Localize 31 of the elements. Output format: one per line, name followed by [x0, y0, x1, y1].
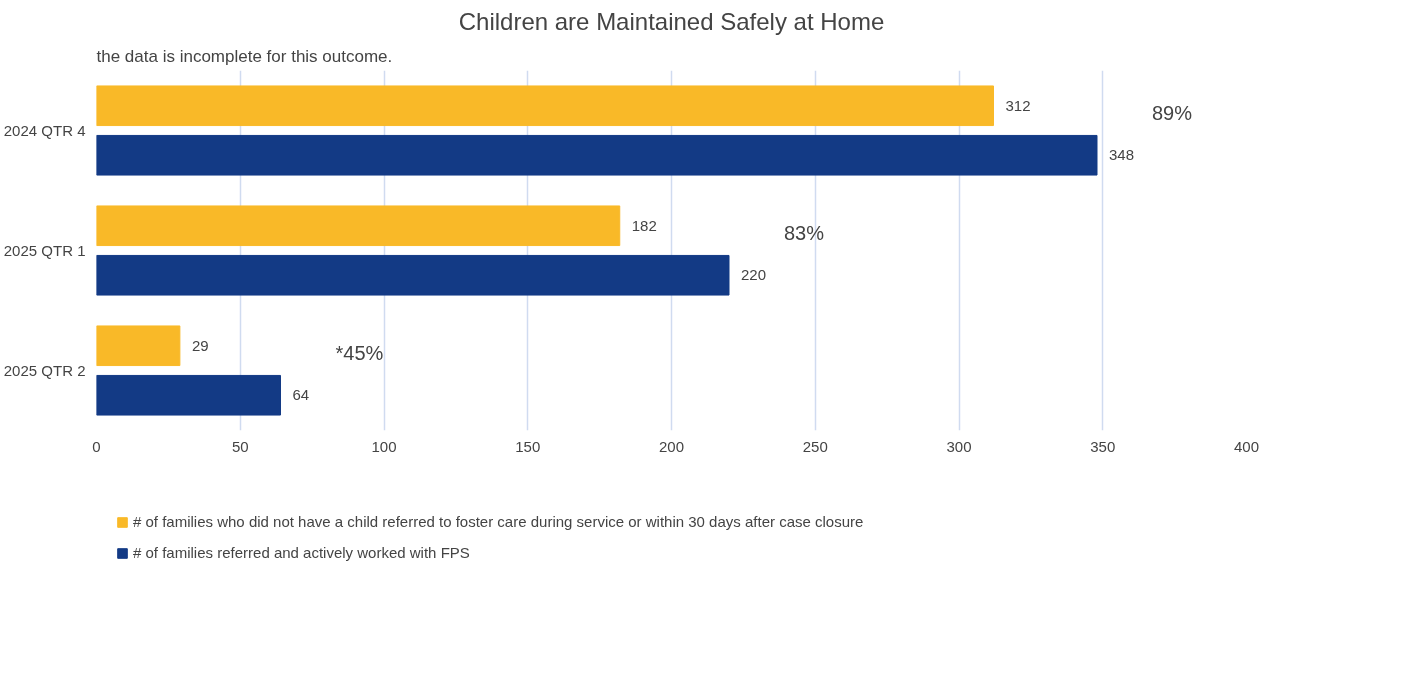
annotation: 89% — [1152, 101, 1193, 124]
bar — [96, 85, 994, 127]
data-label: 182 — [631, 216, 657, 234]
bar — [96, 374, 281, 416]
y-tick-label: 2024 QTR 4 — [3, 122, 86, 139]
bar — [96, 325, 181, 367]
x-tick-label: 150 — [515, 437, 541, 455]
annotation: 83% — [784, 221, 825, 244]
bar — [96, 205, 621, 247]
x-tick-label: 300 — [946, 437, 972, 455]
y-tick-label: 2025 QTR 1 — [3, 242, 86, 259]
data-label: 348 — [1109, 146, 1135, 164]
x-tick-label: 50 — [231, 437, 249, 455]
bar — [96, 134, 1098, 176]
text: the data is incomplete for this outcome. — [96, 46, 393, 66]
data-label: 312 — [1005, 96, 1031, 114]
bar — [96, 254, 730, 296]
data-label: 29 — [191, 336, 209, 354]
x-tick-label: 350 — [1090, 437, 1116, 455]
y-tick-label: 2025 QTR 2 — [3, 362, 86, 379]
x-tick-label: 0 — [92, 437, 101, 455]
data-label: 64 — [292, 386, 310, 404]
x-tick-label: 100 — [371, 437, 397, 455]
chart-title: Children are Maintained Safely at Home — [458, 7, 885, 35]
data-label: 220 — [741, 266, 767, 284]
x-tick-label: 200 — [658, 437, 685, 455]
x-tick-label: 250 — [802, 437, 828, 455]
legend-label: # of families referred and actively worked with FPS — [133, 544, 470, 561]
annotation: *45% — [335, 341, 384, 364]
x-tick-label: 400 — [1233, 437, 1260, 455]
legend-label: # of families who did not have a child referred to foster care during service or within 30 days after case closure — [133, 513, 864, 530]
